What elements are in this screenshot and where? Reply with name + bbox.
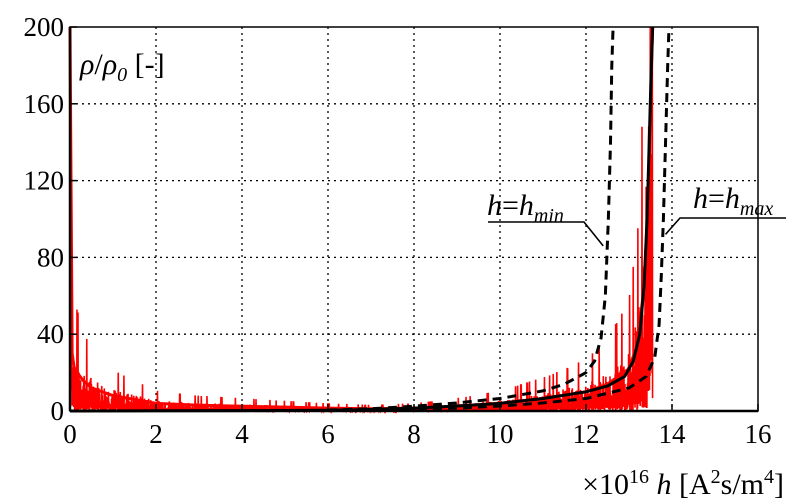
leader-line-h-min: [488, 221, 604, 247]
x-tick-label-8: 8: [407, 419, 421, 449]
grid: [70, 27, 758, 411]
y-axis-label: ρ/ρ0 [-]: [79, 48, 165, 86]
series-red-trend: [68, 26, 655, 411]
x-tick-label-4: 4: [235, 419, 249, 449]
annotation-h-max: h=hmax: [693, 182, 773, 220]
series-dashed-2: [327, 26, 671, 413]
x-tick-label-0: 0: [63, 419, 77, 449]
axis-labels: ρ/ρ0 [-] ×1016 h [A2s/m4]: [79, 48, 784, 501]
y-tick-label-80: 80: [37, 242, 64, 272]
y-tick-label-40: 40: [37, 319, 64, 349]
x-tick-label-6: 6: [321, 419, 335, 449]
x-tick-label-2: 2: [149, 419, 163, 449]
leader-line-h-max: [664, 217, 786, 235]
x-tick-label-16: 16: [745, 419, 772, 449]
y-tick-label-120: 120: [24, 166, 65, 196]
series-dashed-1: [327, 26, 615, 412]
x-axis-label: ×1016 h [A2s/m4]: [582, 466, 784, 501]
y-tick-label-200: 200: [24, 12, 65, 42]
y-tick-label-0: 0: [51, 396, 65, 426]
y-tick-label-160: 160: [24, 89, 65, 119]
series-group: [68, 26, 671, 415]
series-noisy-red: [69, 26, 654, 415]
x-tick-label-14: 14: [659, 419, 687, 449]
x-tick-label-10: 10: [487, 419, 514, 449]
x-tick-label-12: 12: [573, 419, 600, 449]
series-solid-0: [69, 26, 655, 413]
